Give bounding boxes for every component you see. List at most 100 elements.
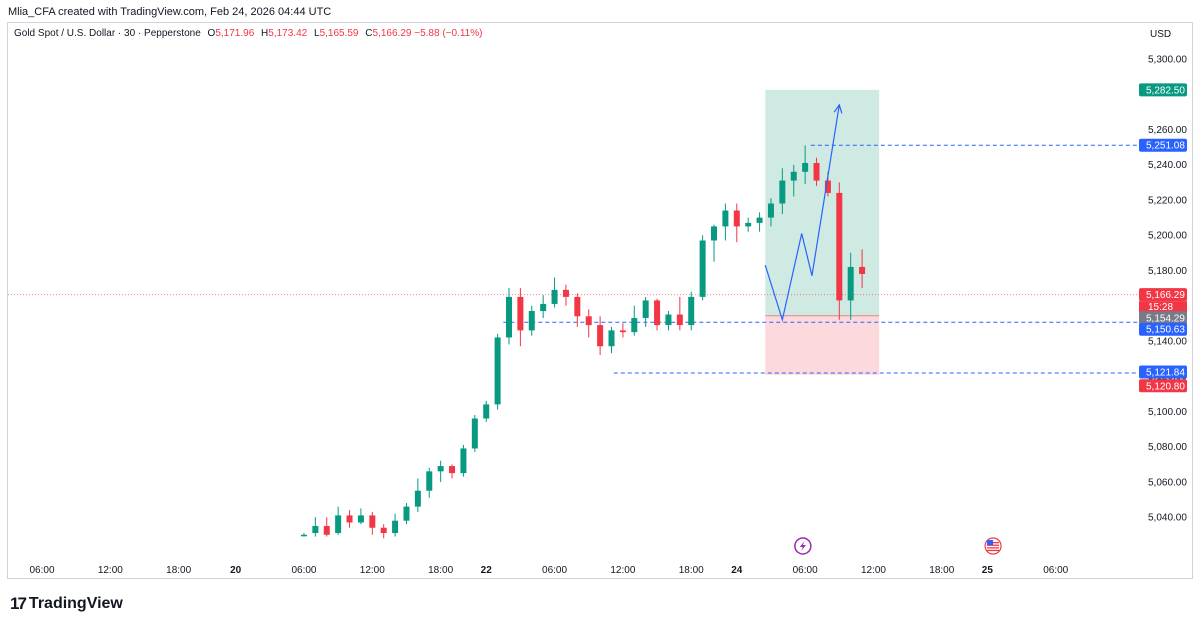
candle-body: [471, 418, 478, 449]
svg-text:5,166.29: 5,166.29: [1146, 290, 1185, 301]
candle-body: [369, 515, 376, 528]
candle-body: [460, 448, 467, 474]
stop-price-tag: 5,120.80: [1139, 379, 1187, 393]
candle-body: [562, 289, 569, 297]
countdown-bg: [1139, 301, 1187, 313]
candle-body: [676, 314, 683, 326]
candle-body: [608, 330, 615, 347]
x-tick-label: 18:00: [428, 565, 453, 576]
change-value: −5.88 (−0.11%): [414, 28, 483, 39]
x-tick-label: 06:00: [291, 565, 316, 576]
candle-body: [323, 525, 330, 535]
y-tick-label: 5,200.00: [1148, 231, 1187, 242]
x-tick-label: 06:00: [793, 565, 818, 576]
candle-body: [654, 300, 661, 326]
x-tick-label: 12:00: [360, 565, 385, 576]
candle-body: [597, 325, 604, 347]
open-value: 5,171.96: [215, 28, 255, 39]
candle-body: [312, 525, 319, 534]
currency-label[interactable]: USD: [1150, 29, 1172, 40]
high-value: 5,173.42: [268, 28, 308, 39]
candle-body: [824, 180, 831, 193]
candle-body: [505, 296, 512, 338]
candle-body: [813, 162, 820, 181]
candle-body: [335, 515, 342, 534]
candle-body: [733, 210, 740, 227]
candle-body: [540, 303, 547, 311]
candle-body: [631, 318, 638, 333]
symbol-legend: Gold Spot / U.S. Dollar · 30 · Peppersto…: [14, 28, 482, 39]
svg-text:5,150.63: 5,150.63: [1146, 325, 1185, 336]
candle-body: [790, 171, 797, 181]
y-tick-label: 5,140.00: [1148, 336, 1187, 347]
candle-body: [357, 515, 364, 523]
projection-path: [764, 104, 840, 323]
high-label: H: [261, 28, 269, 39]
x-tick-label: 25: [982, 565, 994, 576]
low-value: 5,165.59: [319, 28, 359, 39]
candle-body: [665, 314, 672, 326]
x-tick-label: 20: [230, 565, 242, 576]
svg-text:5,121.84: 5,121.84: [1146, 367, 1185, 378]
candle-body: [551, 289, 558, 304]
countdown-label: 15:28: [1148, 302, 1173, 313]
candle-body: [517, 296, 524, 331]
us-flag-event-icon[interactable]: [984, 537, 1002, 555]
y-tick-label: 5,300.00: [1148, 55, 1187, 66]
tradingview-logo-icon: 17: [10, 594, 27, 613]
x-tick-label: 12:00: [98, 565, 123, 576]
svg-text:5,120.80: 5,120.80: [1146, 381, 1185, 392]
candle-body: [688, 296, 695, 326]
x-tick-label: 12:00: [861, 565, 886, 576]
open-label: O: [207, 28, 216, 39]
svg-text:5,154.29: 5,154.29: [1146, 313, 1185, 324]
y-tick-label: 5,260.00: [1148, 125, 1187, 136]
x-tick-label: 06:00: [1043, 565, 1068, 576]
chart-caption: Mlia_CFA created with TradingView.com, F…: [8, 6, 332, 18]
y-tick-label: 5,220.00: [1148, 195, 1187, 206]
stop-zone: [765, 315, 880, 375]
target-price-tag: 5,282.50: [1139, 83, 1187, 97]
y-tick-label: 5,100.00: [1148, 407, 1187, 418]
candle-body: [380, 527, 387, 534]
high-line-price-tag: 5,251.08: [1139, 138, 1187, 152]
x-tick-label: 22: [481, 565, 493, 576]
close-value: 5,166.29: [372, 28, 412, 39]
candle-body: [426, 471, 433, 491]
tradingview-brand: TradingView: [28, 595, 123, 612]
svg-text:5,251.08: 5,251.08: [1146, 141, 1185, 152]
low-label: L: [314, 28, 320, 39]
candle-body: [392, 520, 399, 534]
y-tick-label: 5,040.00: [1148, 513, 1187, 524]
y-tick-label: 5,180.00: [1148, 266, 1187, 277]
candle-body: [437, 466, 444, 472]
candle-body: [528, 310, 535, 331]
chart-frame: [7, 22, 1193, 579]
candle-body: [619, 330, 626, 333]
lightning-event-icon[interactable]: [794, 537, 812, 555]
candle-body: [722, 210, 729, 227]
candle-body: [859, 266, 866, 274]
candle-body: [403, 506, 410, 521]
candle-body: [779, 180, 786, 204]
candle-body: [494, 337, 501, 405]
close-label: C: [365, 28, 373, 39]
candle-body: [711, 226, 718, 241]
x-tick-label: 06:00: [29, 565, 54, 576]
last-price-tag: 5,166.29: [1139, 288, 1187, 302]
candle-body: [483, 404, 490, 419]
candle-body: [346, 515, 353, 523]
projection-arrowhead: [833, 103, 843, 114]
symbol-name[interactable]: Gold Spot / U.S. Dollar · 30 · Peppersto…: [14, 28, 201, 39]
y-tick-label: 5,080.00: [1148, 442, 1187, 453]
candle-body: [414, 490, 421, 507]
x-tick-label: 18:00: [166, 565, 191, 576]
candle-body: [699, 240, 706, 297]
candle-body: [767, 203, 774, 218]
x-tick-label: 24: [731, 565, 743, 576]
x-tick-label: 12:00: [610, 565, 635, 576]
x-tick-label: 18:00: [929, 565, 954, 576]
candle-body: [642, 300, 649, 319]
svg-text:5,282.50: 5,282.50: [1146, 85, 1185, 96]
